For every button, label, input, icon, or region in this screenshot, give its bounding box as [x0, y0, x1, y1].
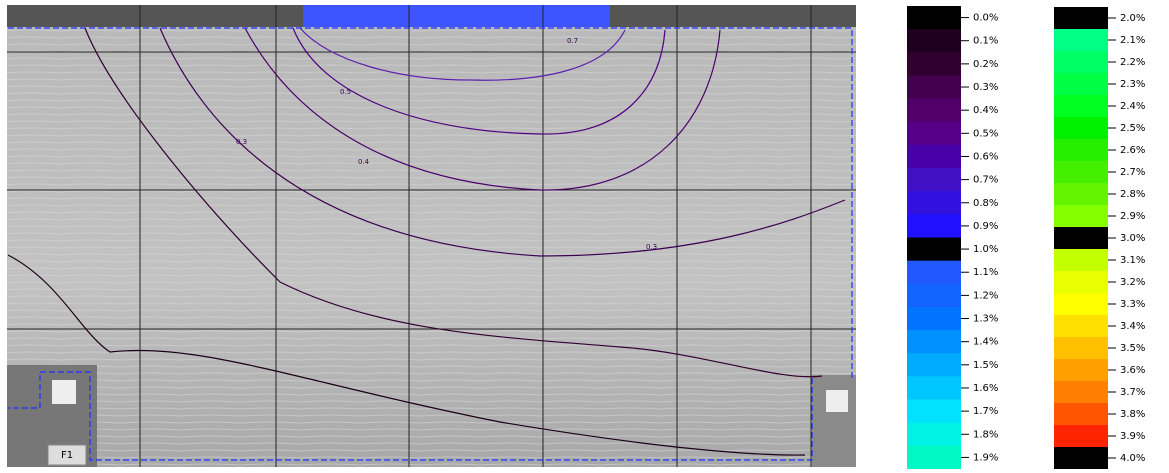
contour-label: 0.7	[567, 37, 578, 45]
legend-swatch	[1054, 95, 1108, 118]
legend-swatch	[907, 376, 961, 401]
contour-label: 0.5	[340, 88, 351, 96]
legend-swatch	[907, 168, 961, 192]
legend-label: 3.2%	[1120, 277, 1145, 288]
legend-label: 0.5%	[973, 128, 998, 139]
legend-swatch	[1054, 139, 1108, 162]
legend-label: 0.0%	[973, 13, 998, 24]
legend-swatch	[907, 306, 961, 331]
legend-label: 1.4%	[973, 337, 998, 348]
legend-swatch	[907, 399, 961, 424]
legend-swatch	[1054, 425, 1108, 448]
legend-label: 4.0%	[1120, 453, 1145, 464]
legend-swatch	[907, 214, 961, 238]
legend-swatch	[907, 6, 961, 30]
legend-swatch	[907, 52, 961, 76]
legend-label: 0.9%	[973, 221, 998, 232]
legend-swatch	[907, 29, 961, 53]
legend-swatch	[1054, 227, 1108, 250]
legend-label: 1.7%	[973, 406, 998, 417]
legend-label: 2.0%	[1120, 13, 1145, 24]
legend-swatch	[907, 121, 961, 146]
grid	[7, 5, 856, 467]
legend-label: 1.8%	[973, 429, 998, 440]
legend-swatch	[1054, 51, 1108, 74]
legend-label: 3.0%	[1120, 233, 1145, 244]
legend-label: 2.2%	[1120, 57, 1145, 68]
legend-swatch	[1054, 381, 1108, 404]
legend-label: 1.5%	[973, 360, 998, 371]
legend-label: 0.8%	[973, 198, 998, 209]
legend-swatch	[907, 422, 961, 447]
legends: 0.0% 0.1% 0.2% 0.3% 0.4% 0.5% 0.6% 0.7% 0.8% 0.9%…	[907, 6, 1145, 470]
contour-label: 0.3	[236, 138, 247, 146]
contours	[7, 27, 853, 461]
legend-swatch	[907, 445, 961, 470]
legend-swatch	[907, 330, 961, 354]
marker-label: F1	[61, 450, 73, 461]
legend-swatch	[1054, 117, 1108, 140]
legend-label: 2.9%	[1120, 211, 1145, 222]
legend-swatch	[1054, 293, 1108, 316]
legend-label: 0.6%	[973, 151, 998, 162]
legend-label: 0.7%	[973, 175, 998, 186]
legend-swatch	[907, 75, 961, 100]
legend-label: 3.3%	[1120, 299, 1145, 310]
legend-label: 1.6%	[973, 383, 998, 394]
legend-swatch	[907, 283, 961, 308]
legend-label: 2.4%	[1120, 101, 1145, 112]
legend-label: 3.1%	[1120, 255, 1145, 266]
legend-swatch	[907, 98, 961, 123]
legend-swatch	[1054, 183, 1108, 206]
legend-swatch	[1054, 337, 1108, 360]
legend-swatch	[1054, 315, 1108, 338]
contour-label: 0.4	[358, 158, 370, 166]
legend-swatch	[1054, 249, 1108, 272]
legend-label: 2.3%	[1120, 79, 1145, 90]
legend-label: 3.6%	[1120, 365, 1145, 376]
legend-label: 0.1%	[973, 36, 998, 47]
legend-label: 2.6%	[1120, 145, 1145, 156]
legend-label: 1.1%	[973, 267, 998, 278]
legend-label: 3.4%	[1120, 321, 1145, 332]
legend-swatch	[1054, 29, 1108, 52]
legend-swatch	[1054, 359, 1108, 382]
legend-label: 2.1%	[1120, 35, 1145, 46]
legend-label: 2.5%	[1120, 123, 1145, 134]
legend-label: 1.0%	[973, 244, 998, 255]
legend-swatch	[1054, 271, 1108, 294]
legend-label: 1.2%	[973, 290, 998, 301]
legend-swatch	[907, 191, 961, 215]
legend-swatch	[1054, 205, 1108, 228]
legend-swatch	[907, 260, 961, 285]
legend-label: 2.7%	[1120, 167, 1145, 178]
legend-label: 1.3%	[973, 314, 998, 325]
legend-label: 3.9%	[1120, 431, 1145, 442]
legend-swatch	[907, 237, 961, 262]
contour-label: 0.3	[646, 243, 657, 251]
legend-swatch	[1054, 7, 1108, 30]
legend-label: 3.5%	[1120, 343, 1145, 354]
legend-label: 2.8%	[1120, 189, 1145, 200]
legend-swatch	[1054, 403, 1108, 426]
legend-swatch	[1054, 73, 1108, 96]
legend-swatch	[1054, 161, 1108, 184]
legend-label: 0.2%	[973, 59, 998, 70]
legend-swatch	[907, 144, 961, 169]
legend-label: 0.3%	[973, 82, 998, 93]
legend-label: 1.9%	[973, 452, 998, 463]
legend-label: 0.4%	[973, 105, 998, 116]
legend-label: 3.8%	[1120, 409, 1145, 420]
specimen-image: F1	[7, 5, 856, 467]
legend-swatch	[907, 353, 961, 377]
legend-label: 3.7%	[1120, 387, 1145, 398]
legend-swatch	[1054, 447, 1108, 470]
